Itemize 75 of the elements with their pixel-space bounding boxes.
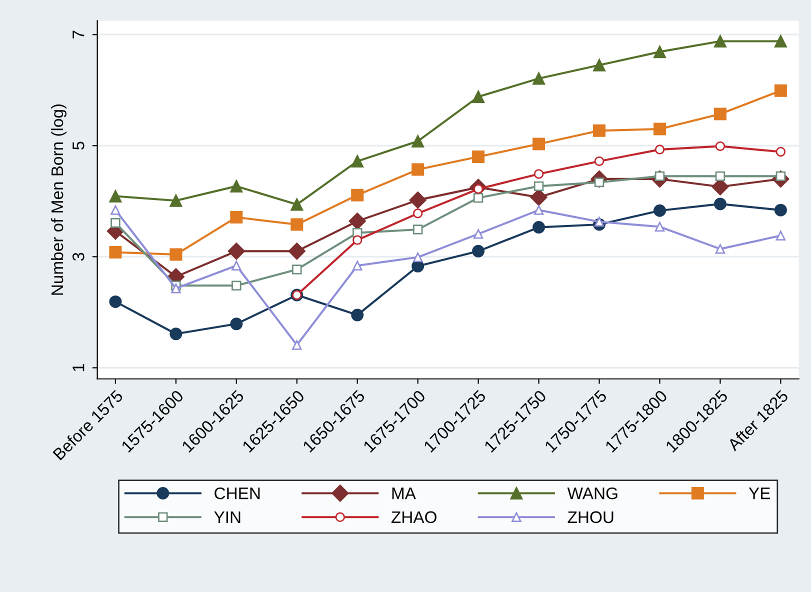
point [110,218,120,228]
point [774,35,787,48]
point [412,224,423,234]
point [532,221,546,234]
point [290,218,304,231]
point [774,84,787,97]
point [714,108,726,120]
legend-label: CHEN [214,487,260,500]
point [110,205,120,215]
y-tick-label: 5 [72,142,84,150]
point [170,194,182,207]
point [472,150,485,164]
point [776,230,786,240]
point [352,260,362,270]
point [292,340,302,350]
point [170,248,182,261]
point [594,216,604,227]
point [409,192,426,209]
point [232,260,242,270]
point [532,72,546,85]
point [715,171,726,182]
point [170,328,182,340]
point [232,280,242,290]
y-tick-label: 7 [72,30,84,38]
point [774,204,787,216]
point [290,198,304,211]
point [654,144,665,154]
point [776,146,786,157]
y-axis-title: Number of Men Born (log) [50,104,67,295]
point [109,190,122,202]
point [654,222,665,232]
point [292,264,302,274]
point [109,295,122,308]
point [288,242,306,260]
point [171,284,181,294]
point [351,188,364,202]
point [230,180,243,192]
point [534,169,544,179]
legend-label: WANG [567,487,618,500]
point [532,138,546,150]
point [594,156,604,166]
point [593,58,606,72]
point [109,246,122,259]
point [534,205,544,215]
legend-label: YIN [214,511,240,523]
point [593,124,606,137]
legend-label: ZHAO [392,511,436,524]
point [473,229,484,239]
point [412,252,423,262]
legend-label: YE [748,488,770,500]
point [473,192,484,203]
point [653,46,666,58]
y-tick-label: 3 [72,252,84,261]
point [653,122,666,136]
point [714,35,726,48]
point [715,141,726,152]
point [352,235,362,245]
point [351,154,364,168]
y-tick-label: 1 [72,364,84,372]
point [472,244,485,258]
point [653,204,666,217]
point [534,181,544,192]
point [230,211,243,224]
point [348,212,366,230]
point [715,244,726,254]
legend-label: MA [392,488,416,500]
point [412,163,424,176]
point [472,90,485,104]
point [412,134,424,148]
legend-label: ZHOU [568,511,614,524]
point [230,318,243,330]
point [228,242,245,260]
point [412,208,423,218]
point [714,198,726,210]
point [351,308,364,322]
